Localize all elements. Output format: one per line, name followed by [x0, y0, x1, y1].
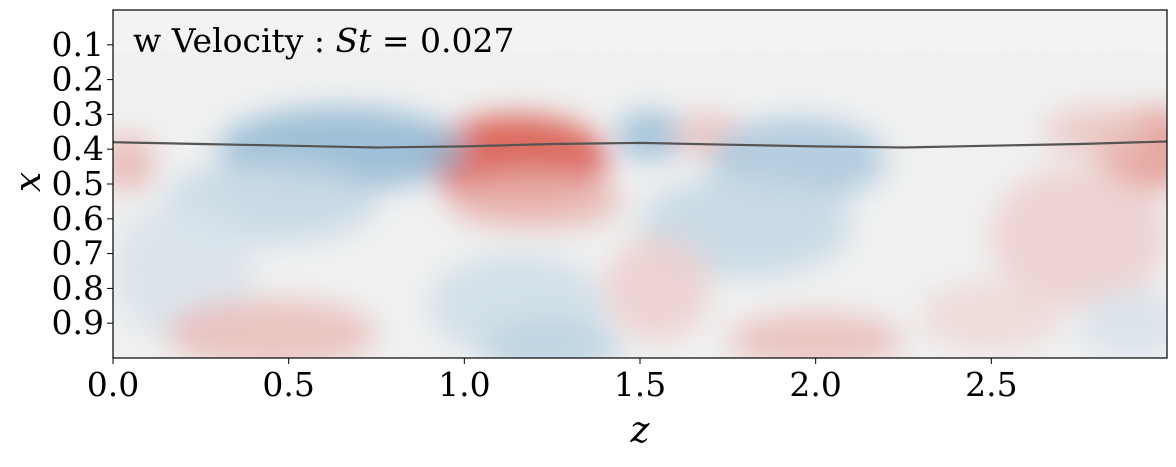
- top-quiet-band: [113, 10, 1167, 52]
- y-axis-ticks: 0.10.20.30.40.50.60.70.80.9: [52, 25, 113, 342]
- x-tick-label: 0.0: [87, 365, 139, 404]
- y-tick-label: 0.6: [52, 199, 104, 238]
- x-tick-label: 0.5: [262, 365, 314, 404]
- x-tick-label: 1.5: [614, 365, 666, 404]
- plot-area: [112, 9, 1168, 359]
- y-tick-label: 0.7: [52, 234, 104, 273]
- x-tick-label: 1.0: [438, 365, 490, 404]
- title-prefix: w Velocity :: [133, 21, 336, 60]
- y-tick-label: 0.9: [52, 303, 104, 342]
- x-tick-label: 2.5: [965, 365, 1017, 404]
- x-axis-label: z: [630, 410, 651, 451]
- interface-line: [113, 140, 1167, 149]
- y-tick-label: 0.2: [52, 60, 104, 99]
- x-axis-ticks: 0.0 0.5 1.0 1.5 2.0 2.5: [87, 358, 1018, 404]
- title-variable: St: [336, 21, 373, 60]
- y-tick-label: 0.8: [52, 268, 104, 307]
- y-tick-label: 0.1: [52, 25, 104, 64]
- y-axis-label: x: [8, 172, 49, 192]
- y-tick-label: 0.4: [52, 129, 104, 168]
- grain-overlay: [113, 52, 1167, 358]
- y-tick-label: 0.3: [52, 94, 104, 133]
- chart-title: w Velocity : St = 0.027: [133, 21, 515, 60]
- x-tick-label: 2.0: [789, 365, 841, 404]
- title-value: = 0.027: [371, 21, 514, 60]
- y-tick-label: 0.5: [52, 164, 104, 203]
